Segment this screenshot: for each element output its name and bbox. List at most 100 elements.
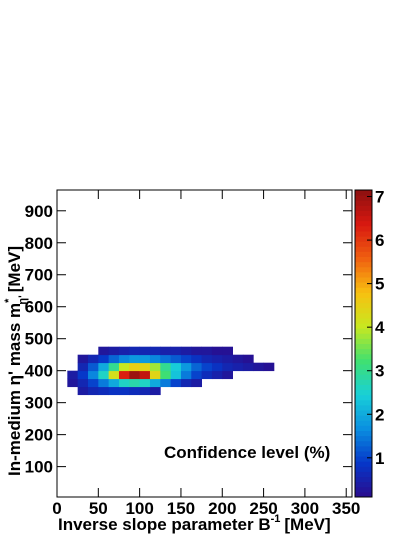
heatmap-cell: [77, 378, 89, 388]
heatmap-cell: [191, 370, 203, 380]
heatmap-cell: [201, 346, 213, 356]
colorbar-segment: [355, 338, 372, 344]
y-label-sub: η': [17, 295, 29, 305]
colorbar-segment: [355, 241, 372, 247]
heatmap-cell: [118, 386, 130, 396]
x-label-text: Inverse slope parameter B: [58, 515, 271, 534]
colorbar-segment: [355, 435, 372, 442]
heatmap-cell: [108, 362, 120, 372]
colorbar-segment: [355, 292, 372, 298]
heatmap-cell: [87, 370, 99, 380]
heatmap-cell: [118, 362, 130, 372]
heatmap-cell: [242, 354, 254, 364]
y-tick-label: 400: [25, 362, 53, 381]
heatmap-cell: [77, 362, 89, 372]
colorbar-segment: [355, 282, 372, 288]
colorbar-segment: [355, 430, 372, 437]
colorbar-segment: [355, 445, 372, 452]
colorbar-segment: [355, 323, 372, 329]
x-label-unit: [MeV]: [284, 515, 330, 534]
colorbar-segment: [355, 276, 372, 283]
y-tick-label: 300: [25, 394, 53, 413]
colorbar-segment: [355, 450, 372, 457]
y-label-text: In-medium η' mass m: [5, 303, 24, 476]
heatmap-cell: [191, 346, 203, 356]
heatmap-cell: [191, 362, 203, 372]
heatmap-cell: [149, 354, 161, 364]
colorbar-frame: [354, 189, 373, 498]
colorbar-segment: [355, 200, 372, 206]
heatmap-cell: [191, 354, 203, 364]
heatmap-cell: [87, 354, 99, 364]
heatmap-cell: [139, 370, 151, 380]
x-tick-label: 300: [291, 499, 319, 518]
colorbar-segment: [355, 486, 372, 493]
heatmap-cell: [149, 362, 161, 372]
heatmap-cell: [191, 378, 203, 388]
colorbar-tick-label: 3: [375, 362, 384, 381]
y-tick-label: 800: [25, 234, 53, 253]
colorbar-segment: [355, 420, 372, 426]
y-tick-label: 100: [25, 458, 53, 477]
heatmap-cell: [160, 354, 172, 364]
heatmap-cell: [149, 378, 161, 388]
y-tick-label: 500: [25, 330, 53, 349]
colorbar-segment: [355, 399, 372, 406]
heatmap-cell: [118, 346, 130, 356]
heatmap-cell: [98, 386, 110, 396]
y-axis-label: In-medium η' mass m* η' [MeV]: [3, 246, 29, 476]
heatmap-cell: [242, 362, 254, 372]
colorbar-segment: [355, 379, 372, 385]
heatmap-cell: [129, 346, 141, 356]
colorbar-segment: [355, 471, 372, 478]
heatmap-cell: [139, 378, 151, 388]
colorbar-segment: [355, 404, 372, 411]
heatmap-cell: [232, 354, 244, 364]
heatmap-cell: [108, 346, 120, 356]
colorbar-segment: [355, 374, 372, 380]
colorbar-segment: [355, 261, 372, 268]
colorbar-segment: [355, 476, 372, 483]
heatmap-cell: [129, 354, 141, 364]
colorbar-segment: [355, 205, 372, 211]
heatmap-cell: [211, 362, 223, 372]
heatmap-cell: [149, 370, 161, 380]
colorbar-tick-label: 2: [375, 405, 384, 424]
heatmap-cell: [139, 346, 151, 356]
heatmap-cell: [149, 386, 161, 396]
colorbar-segment: [355, 251, 372, 258]
plot-frame: [56, 189, 353, 498]
colorbar-segment: [355, 215, 372, 222]
colorbar-segment: [355, 466, 372, 472]
heatmap-cell: [108, 386, 120, 396]
colorbar-segment: [355, 343, 372, 350]
heatmap-cell: [139, 354, 151, 364]
colorbar-segment: [355, 220, 372, 227]
heatmap-cell: [108, 354, 120, 364]
colorbar-segment: [355, 369, 372, 375]
colorbar-segment: [355, 190, 372, 196]
colorbar-segment: [355, 266, 372, 273]
colorbar-tick-label: 5: [375, 275, 384, 294]
heatmap-cell: [180, 378, 192, 388]
heatmap-cell: [201, 362, 213, 372]
colorbar-segment: [355, 287, 372, 293]
x-tick-label: 200: [208, 499, 236, 518]
colorbar-segment: [355, 195, 372, 201]
heatmap-cell: [118, 370, 130, 380]
colorbar-segment: [355, 328, 372, 334]
heatmap-cell: [87, 362, 99, 372]
heatmap-cell: [201, 370, 213, 380]
heatmap-cell: [170, 370, 182, 380]
colorbar-segment: [355, 317, 372, 324]
x-tick-label: 150: [167, 499, 195, 518]
heatmap-cell: [222, 346, 233, 356]
heatmap-cell: [129, 378, 141, 388]
colorbar-segment: [355, 425, 372, 431]
heatmap-cell: [129, 386, 141, 396]
heatmap-cell: [170, 378, 182, 388]
heatmap-cell: [253, 362, 264, 372]
x-tick-label: 0: [52, 499, 61, 518]
y-tick-label: 200: [25, 426, 53, 445]
heatmap-cell: [160, 362, 172, 372]
